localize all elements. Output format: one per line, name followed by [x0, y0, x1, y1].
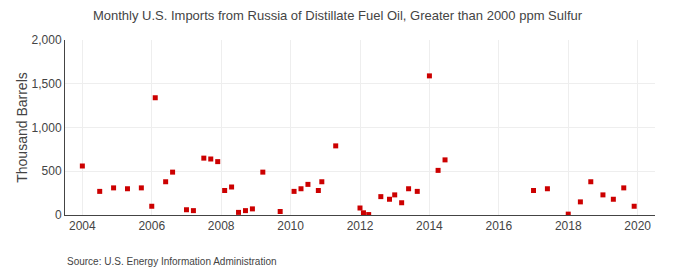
- svg-text:2020: 2020: [624, 219, 651, 233]
- svg-text:2008: 2008: [208, 219, 235, 233]
- svg-text:2004: 2004: [69, 219, 96, 233]
- svg-text:2018: 2018: [555, 219, 582, 233]
- svg-text:Monthly U.S. Imports from Russ: Monthly U.S. Imports from Russia of Dist…: [93, 8, 583, 23]
- svg-text:1,500: 1,500: [32, 77, 62, 91]
- svg-text:2014: 2014: [416, 219, 443, 233]
- svg-text:1,000: 1,000: [32, 121, 62, 135]
- svg-text:Thousand Barrels: Thousand Barrels: [14, 72, 30, 183]
- svg-text:2006: 2006: [138, 219, 165, 233]
- svg-text:2010: 2010: [277, 219, 304, 233]
- svg-text:2016: 2016: [485, 219, 512, 233]
- svg-text:500: 500: [42, 164, 62, 178]
- svg-text:2012: 2012: [347, 219, 374, 233]
- svg-text:Source: U.S. Energy Informatio: Source: U.S. Energy Information Administ…: [67, 256, 277, 267]
- svg-text:0: 0: [55, 208, 62, 222]
- svg-text:2,000: 2,000: [32, 33, 62, 47]
